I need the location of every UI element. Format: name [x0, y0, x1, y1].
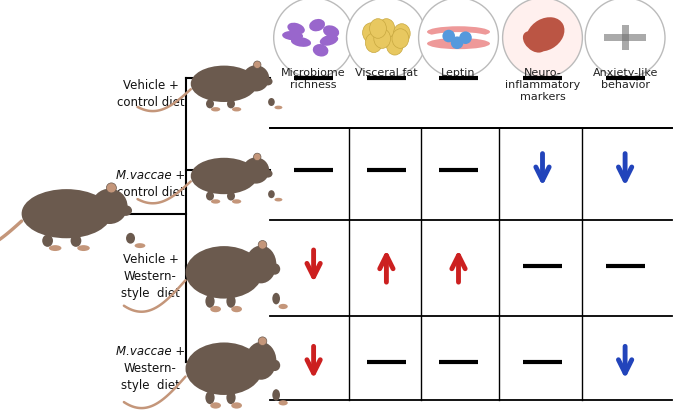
Ellipse shape	[346, 0, 426, 78]
Ellipse shape	[120, 205, 132, 216]
Ellipse shape	[77, 245, 90, 251]
Text: Anxiety-like
behavior: Anxiety-like behavior	[592, 68, 658, 90]
Ellipse shape	[365, 33, 382, 52]
Ellipse shape	[263, 170, 272, 178]
Ellipse shape	[374, 29, 391, 48]
Text: style  diet: style diet	[121, 379, 180, 392]
Ellipse shape	[243, 65, 270, 91]
Ellipse shape	[71, 235, 81, 247]
Ellipse shape	[320, 35, 338, 46]
Text: Leptin: Leptin	[441, 68, 476, 78]
Ellipse shape	[253, 61, 261, 68]
Ellipse shape	[270, 360, 280, 371]
Ellipse shape	[503, 0, 582, 78]
Ellipse shape	[323, 25, 339, 38]
Text: Vehicle +
Western-
style  diet: Vehicle + Western- style diet	[121, 253, 180, 300]
Ellipse shape	[232, 199, 242, 204]
Ellipse shape	[190, 66, 258, 102]
Ellipse shape	[288, 23, 304, 34]
Ellipse shape	[206, 99, 214, 109]
FancyBboxPatch shape	[622, 34, 629, 41]
Ellipse shape	[370, 19, 386, 38]
Ellipse shape	[186, 246, 262, 299]
Ellipse shape	[205, 295, 215, 308]
Ellipse shape	[258, 241, 267, 249]
Ellipse shape	[243, 158, 270, 184]
Ellipse shape	[451, 36, 463, 49]
Ellipse shape	[227, 191, 235, 201]
Ellipse shape	[206, 191, 214, 201]
Ellipse shape	[190, 158, 258, 194]
Text: M.vaccae +: M.vaccae +	[116, 169, 185, 183]
Ellipse shape	[419, 0, 498, 78]
Ellipse shape	[263, 78, 272, 85]
Ellipse shape	[232, 107, 242, 111]
Ellipse shape	[442, 30, 455, 42]
Ellipse shape	[268, 190, 274, 198]
Ellipse shape	[231, 402, 242, 409]
Ellipse shape	[106, 183, 116, 193]
Ellipse shape	[309, 19, 325, 31]
Ellipse shape	[246, 342, 276, 380]
Ellipse shape	[459, 31, 472, 44]
Ellipse shape	[22, 189, 111, 238]
Text: Microbiome
richness: Microbiome richness	[281, 68, 346, 90]
Ellipse shape	[205, 391, 215, 404]
Text: control diet: control diet	[117, 186, 184, 199]
Ellipse shape	[274, 198, 282, 202]
Ellipse shape	[246, 246, 276, 283]
Ellipse shape	[378, 19, 395, 38]
Text: Western-: Western-	[124, 362, 177, 375]
Ellipse shape	[279, 400, 288, 406]
Ellipse shape	[363, 23, 379, 42]
Ellipse shape	[393, 24, 410, 43]
Ellipse shape	[258, 337, 267, 346]
Ellipse shape	[211, 199, 220, 204]
Ellipse shape	[526, 17, 564, 52]
Text: M.vaccae +: M.vaccae +	[116, 345, 185, 359]
Text: Neuro-
inflammatory
markers: Neuro- inflammatory markers	[505, 68, 580, 102]
FancyBboxPatch shape	[622, 25, 629, 50]
Ellipse shape	[427, 32, 490, 43]
Ellipse shape	[279, 304, 288, 309]
Text: Visceral fat: Visceral fat	[355, 68, 418, 78]
Ellipse shape	[585, 0, 665, 78]
Ellipse shape	[291, 37, 311, 47]
Ellipse shape	[272, 389, 280, 401]
Ellipse shape	[523, 31, 545, 53]
Ellipse shape	[313, 44, 328, 57]
Text: Vehicle +
control diet: Vehicle + control diet	[117, 79, 184, 109]
Ellipse shape	[427, 38, 490, 49]
Ellipse shape	[126, 233, 135, 244]
Ellipse shape	[270, 263, 280, 275]
Ellipse shape	[253, 153, 261, 160]
Ellipse shape	[386, 36, 403, 55]
FancyBboxPatch shape	[604, 34, 646, 41]
Ellipse shape	[272, 293, 280, 304]
Ellipse shape	[392, 29, 409, 48]
Ellipse shape	[227, 99, 235, 109]
Ellipse shape	[49, 245, 62, 251]
Ellipse shape	[210, 402, 221, 409]
Ellipse shape	[268, 98, 274, 106]
Ellipse shape	[282, 31, 303, 40]
Ellipse shape	[134, 243, 146, 248]
Ellipse shape	[186, 342, 262, 395]
Ellipse shape	[274, 0, 354, 78]
Ellipse shape	[42, 235, 53, 247]
Ellipse shape	[226, 391, 236, 404]
Ellipse shape	[210, 306, 221, 312]
Ellipse shape	[211, 107, 220, 111]
Ellipse shape	[231, 306, 242, 312]
Ellipse shape	[427, 26, 490, 37]
Ellipse shape	[226, 295, 236, 308]
Ellipse shape	[92, 189, 127, 224]
Ellipse shape	[274, 106, 282, 109]
